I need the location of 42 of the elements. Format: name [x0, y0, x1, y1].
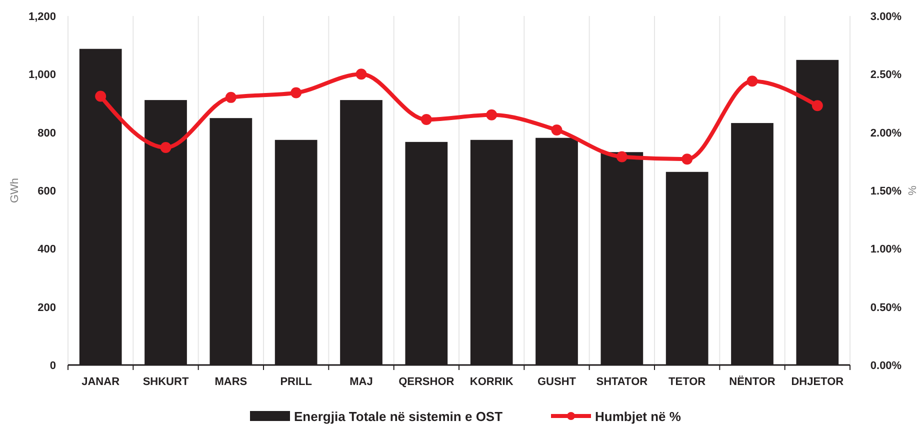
y-tick-label: 200: [38, 302, 56, 314]
point: [746, 76, 758, 87]
y-axis-title: GWh: [9, 178, 21, 204]
point: [420, 114, 432, 126]
y-tick-label: 1,200: [28, 11, 56, 23]
y-tick-label: 800: [38, 127, 56, 140]
y2-axis-title: %: [907, 185, 919, 196]
point: [616, 151, 628, 162]
point: [551, 124, 562, 136]
y2-tick-label: 0.00%: [870, 360, 902, 372]
point: [225, 92, 236, 103]
point: [682, 154, 693, 165]
y2-tick-label: 1.50%: [870, 186, 902, 198]
x-tick-label: PRILL: [280, 376, 312, 388]
y-tick-label: 400: [38, 244, 56, 256]
point: [356, 68, 367, 80]
legend-label: Humbjet në %: [595, 409, 682, 424]
x-tick-label: TETOR: [668, 376, 706, 388]
legend-label: Energjia Totale në sistemin e OST: [294, 409, 503, 424]
x-tick-label: NËNTOR: [729, 375, 776, 388]
point: [160, 142, 172, 153]
x-tick-label: MARS: [214, 376, 248, 388]
x-tick-label: QERSHOR: [398, 376, 454, 388]
x-tick-label: SHTATOR: [596, 376, 648, 388]
y-tick-label: 600: [38, 186, 56, 198]
point: [290, 87, 302, 98]
y2-tick-label: 0.50%: [870, 302, 902, 314]
y2-tick-label: 1.00%: [870, 244, 902, 256]
y-tick-label: 0: [50, 360, 56, 372]
x-tick-label: DHJETOR: [791, 376, 844, 388]
x-tick-label: KORRIK: [470, 376, 514, 388]
y-tick-label: 1,000: [28, 69, 56, 82]
point: [486, 109, 498, 120]
point: [812, 100, 823, 112]
x-tick-label: GUSHT: [538, 376, 576, 388]
x-tick-label: SHKURT: [142, 376, 189, 388]
y2-tick-label: 2.00%: [870, 127, 902, 140]
x-tick-label: MAJ: [350, 376, 373, 388]
x-tick-label: JANAR: [82, 376, 120, 388]
y2-tick-label: 2.50%: [870, 69, 902, 82]
y2-tick-label: 3.00%: [870, 11, 902, 23]
point: [95, 90, 106, 102]
